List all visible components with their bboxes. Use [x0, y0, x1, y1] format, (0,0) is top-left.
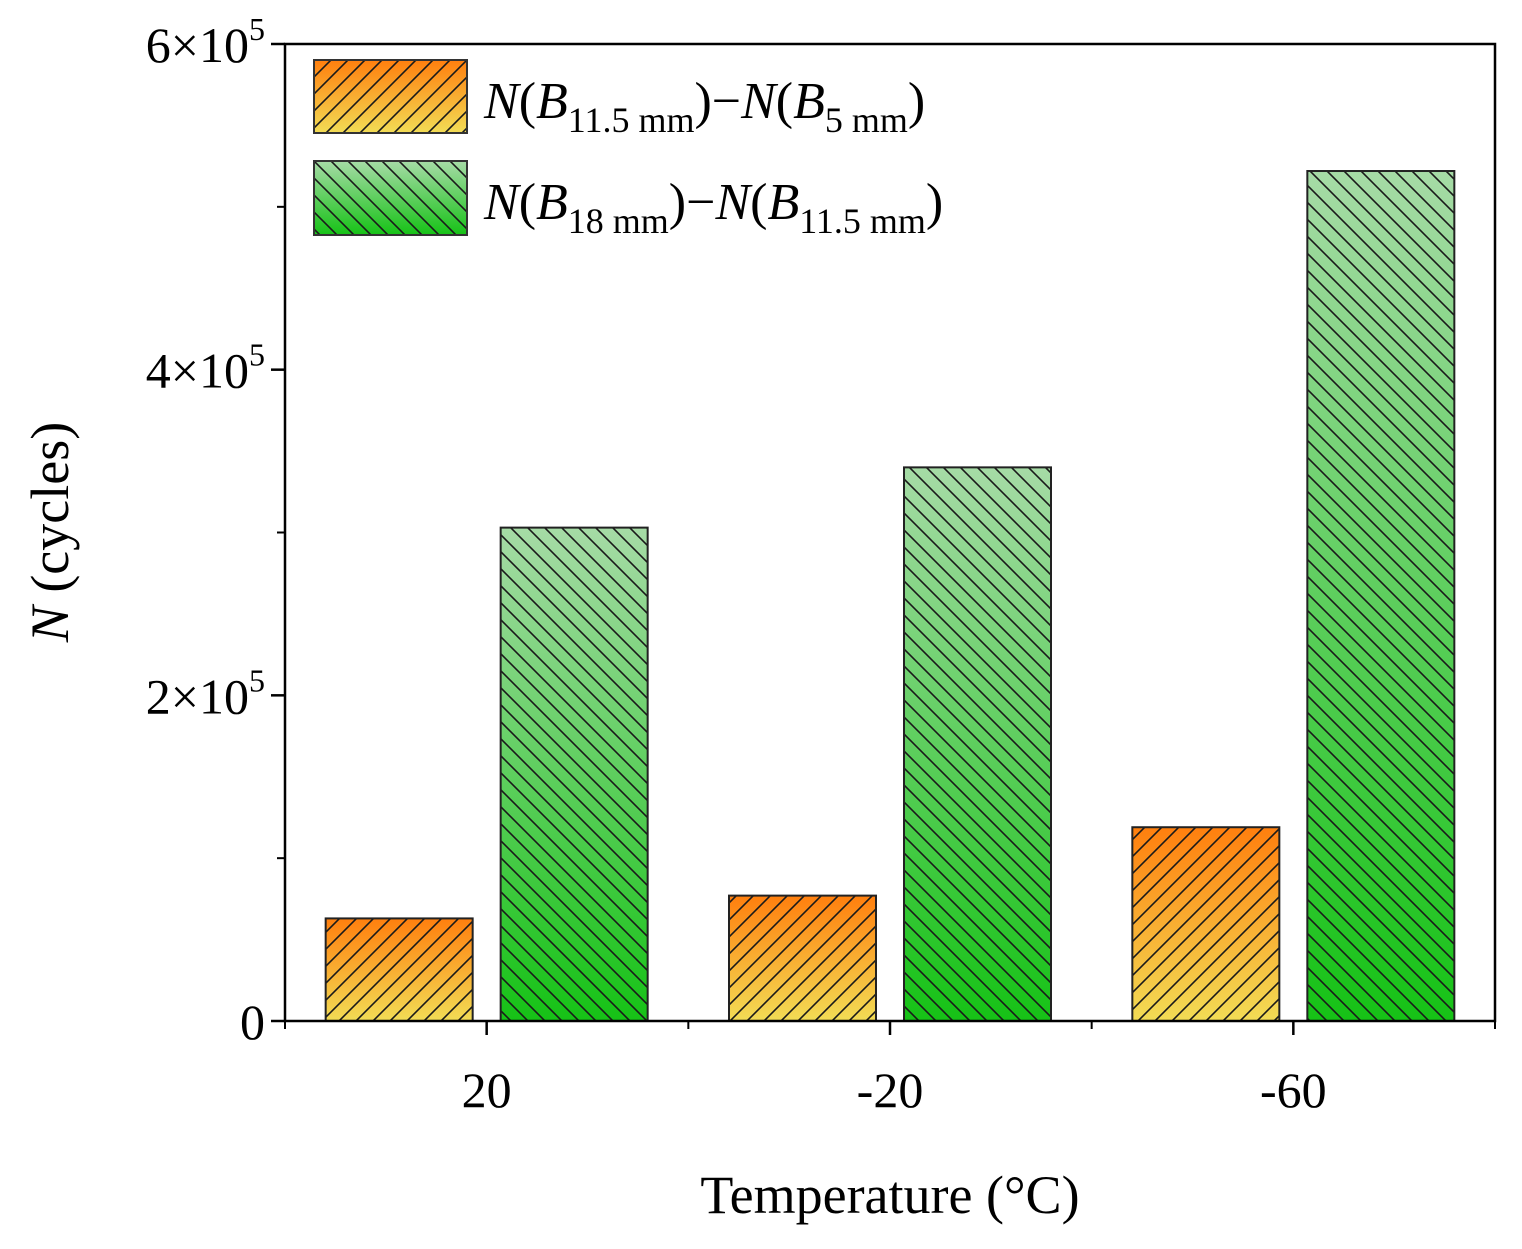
x-axis-title: Temperature (°C) [700, 1165, 1079, 1225]
x-tick-label: -20 [857, 1062, 924, 1118]
x-tick-label: -60 [1260, 1062, 1327, 1118]
bar-orange--20 [728, 894, 877, 1023]
legend-label-orange: N(B11.5 mm)−N(B5 mm) [483, 73, 925, 140]
y-axis-title-unit: (cycles) [20, 422, 80, 606]
x-tick-label: 20 [462, 1062, 512, 1118]
bar-green--20 [903, 466, 1052, 1023]
bar-orange--60 [1131, 826, 1281, 1022]
bars-layer [324, 170, 1456, 1023]
y-tick-label: 0 [240, 994, 265, 1050]
y-tick-label: 6×105 [146, 11, 265, 73]
y-tick-label: 4×105 [146, 337, 265, 399]
bar-green-20 [499, 526, 649, 1022]
y-tick-label: 2×105 [146, 662, 265, 724]
legend-swatch-green-hatch [313, 160, 468, 236]
bar-hatch [1306, 170, 1456, 1022]
bar-hatch [499, 526, 649, 1022]
bar-hatch [1131, 826, 1281, 1022]
y-axis-title: N (cycles) [20, 422, 80, 643]
bar-hatch [324, 917, 474, 1022]
x-axis: 20 -20 -60 [284, 1021, 1496, 1118]
bar-green--60 [1306, 170, 1456, 1022]
bar-orange-20 [324, 917, 474, 1022]
legend-item-orange: N(B11.5 mm)−N(B5 mm) [313, 59, 925, 140]
bar-hatch [728, 894, 877, 1023]
legend-label-green: N(B18 mm)−N(B11.5 mm) [483, 174, 943, 241]
legend: N(B11.5 mm)−N(B5 mm) N(B18 mm)−N(B11.5 m… [313, 59, 943, 241]
legend-item-green: N(B18 mm)−N(B11.5 mm) [313, 160, 943, 241]
bar-hatch [903, 466, 1052, 1023]
y-axis-title-var: N [20, 603, 80, 643]
legend-swatch-orange-hatch [313, 59, 468, 134]
y-axis: 0 2×105 4×105 6×105 [146, 11, 285, 1050]
